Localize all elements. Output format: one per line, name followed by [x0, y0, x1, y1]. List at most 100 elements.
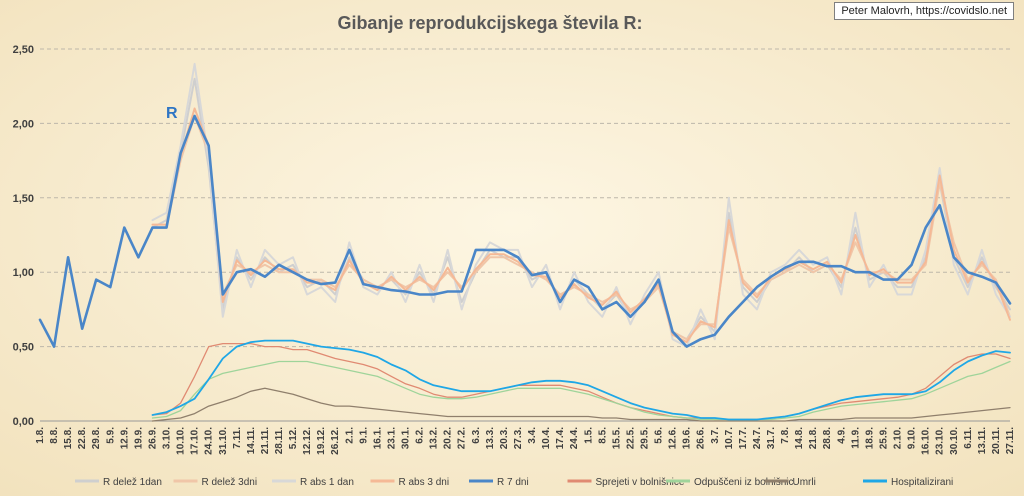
- x-tick-label: 10.7.: [724, 427, 735, 449]
- legend-label: R 7 dni: [497, 477, 529, 488]
- series-r-abs-1-dan: [151, 62, 1011, 348]
- x-tick-label: 6.2.: [415, 427, 426, 444]
- x-tick-label: 12.12.: [302, 427, 313, 455]
- x-tick-label: 20.2.: [443, 427, 454, 449]
- y-tick-label: 2,50: [13, 44, 34, 56]
- x-tick-label: 19.6.: [682, 427, 693, 449]
- y-axis: 0,00 0,50 1,00 1,50 2,00 2,50: [13, 44, 34, 428]
- x-tick-label: 4.9.: [836, 427, 847, 444]
- x-tick-label: 8.8.: [49, 427, 60, 444]
- x-tick-label: 29.8.: [91, 427, 102, 449]
- x-tick-label: 23.1.: [386, 427, 397, 449]
- credit-box: Peter Malovrh, https://covidslo.net: [834, 2, 1014, 20]
- x-tick-label: 6.11.: [963, 427, 974, 449]
- x-tick-label: 14.11.: [246, 427, 257, 454]
- x-tick-label: 17.4.: [555, 427, 566, 449]
- x-tick-label: 9.10.: [907, 427, 918, 449]
- x-tick-label: 5.9.: [105, 427, 116, 444]
- x-tick-label: 28.8.: [822, 427, 833, 449]
- x-tick-label: 26.12.: [330, 427, 341, 455]
- x-tick-label: 23.10.: [935, 427, 946, 455]
- x-tick-label: 13.2.: [429, 427, 440, 449]
- x-tick-label: 5.6.: [654, 427, 665, 444]
- x-tick-label: 31.7.: [766, 427, 777, 449]
- x-tick-label: 24.7.: [752, 427, 763, 449]
- r-annotation: R: [166, 105, 178, 122]
- x-tick-label: 27.2.: [457, 427, 468, 449]
- series-layer: [38, 62, 1012, 422]
- x-tick-label: 30.10.: [949, 427, 960, 455]
- x-tick-label: 15.8.: [63, 427, 74, 449]
- x-tick-label: 6.3.: [471, 427, 482, 444]
- x-tick-label: 27.11.: [1005, 427, 1016, 454]
- x-tick-label: 19.12.: [316, 427, 327, 455]
- x-tick-label: 26.6.: [696, 427, 707, 449]
- y-tick-label: 2,00: [13, 118, 34, 130]
- grid-layer: [40, 48, 1010, 422]
- x-tick-label: 2.1.: [344, 427, 355, 444]
- x-tick-label: 17.10.: [190, 427, 201, 455]
- x-tick-label: 14.8.: [794, 427, 805, 449]
- x-tick-label: 15.5.: [611, 427, 622, 449]
- chart-title: Gibanje reprodukcijskega števila R:: [337, 13, 642, 33]
- x-tick-label: 11.9.: [850, 427, 861, 449]
- series-r-delez-3dni: [151, 115, 1011, 341]
- series-r-abs-3-dni: [151, 107, 1011, 344]
- x-tick-label: 24.10.: [204, 427, 215, 455]
- legend-label: Umrli: [793, 477, 816, 488]
- x-tick-label: 26.9.: [147, 427, 158, 449]
- y-tick-label: 0,00: [13, 416, 34, 428]
- legend-label: Hospitalizirani: [891, 477, 953, 488]
- x-tick-label: 7.8.: [780, 427, 791, 444]
- x-tick-label: 28.11.: [274, 427, 285, 454]
- x-tick-label: 13.11.: [977, 427, 988, 454]
- x-tick-label: 25.9.: [878, 427, 889, 449]
- x-tick-label: 3.10.: [162, 427, 173, 449]
- series-r-delez-1dan: [151, 77, 1011, 341]
- legend-label: R delež 1dan: [103, 477, 162, 488]
- legend-label: Odpuščeni iz bolnišnic: [694, 477, 794, 488]
- x-tick-label: 3.4.: [527, 427, 538, 444]
- x-tick-label: 1.8.: [35, 427, 46, 444]
- x-tick-label: 3.7.: [710, 427, 721, 444]
- x-tick-label: 27.3.: [513, 427, 524, 449]
- legend-label: R abs 3 dni: [399, 477, 450, 488]
- legend-label: R abs 1 dan: [300, 477, 354, 488]
- x-tick-label: 19.9.: [133, 427, 144, 449]
- x-tick-label: 21.11.: [260, 427, 271, 454]
- x-tick-label: 30.1.: [401, 427, 412, 449]
- x-tick-label: 9.1.: [358, 427, 369, 444]
- x-tick-label: 2.10.: [893, 427, 904, 449]
- x-tick-label: 13.3.: [485, 427, 496, 449]
- series-hospitalizirani: [151, 339, 1011, 421]
- series-r-7-dni: [38, 114, 1012, 348]
- x-tick-label: 21.8.: [808, 427, 819, 449]
- legend-label: Sprejeti v bolnišnice: [596, 477, 685, 488]
- x-tick-label: 20.11.: [991, 427, 1002, 454]
- x-tick-label: 20.3.: [499, 427, 510, 449]
- x-tick-label: 16.1.: [372, 427, 383, 449]
- x-tick-label: 22.5.: [625, 427, 636, 449]
- x-tick-label: 22.8.: [77, 427, 88, 449]
- y-tick-label: 1,50: [13, 193, 34, 205]
- y-tick-label: 0,50: [13, 342, 34, 354]
- x-tick-label: 10.10.: [176, 427, 187, 455]
- x-tick-label: 17.7.: [738, 427, 749, 449]
- x-axis: 1.8. 8.8. 15.8. 22.8. 29.8. 5.9. 12.9. 19.9. 26.…: [35, 420, 1016, 455]
- x-tick-label: 8.5.: [597, 427, 608, 444]
- x-tick-label: 12.9.: [119, 427, 130, 449]
- x-tick-label: 1.5.: [583, 427, 594, 444]
- x-tick-label: 29.5.: [639, 427, 650, 449]
- x-tick-label: 12.6.: [668, 427, 679, 449]
- x-tick-label: 24.4.: [569, 427, 580, 449]
- legend: R delež 1dan R delež 3dni R abs 1 dan R abs…: [75, 477, 953, 488]
- x-tick-label: 18.9.: [864, 427, 875, 449]
- x-tick-label: 16.10.: [921, 427, 932, 455]
- y-tick-label: 1,00: [13, 267, 34, 279]
- series-odpusceni-iz-bolnisnic: [151, 360, 1011, 421]
- series-umrli: [151, 387, 1011, 422]
- x-tick-label: 7.11.: [232, 427, 243, 449]
- x-tick-label: 10.4.: [541, 427, 552, 449]
- legend-label: R delež 3dni: [202, 477, 258, 488]
